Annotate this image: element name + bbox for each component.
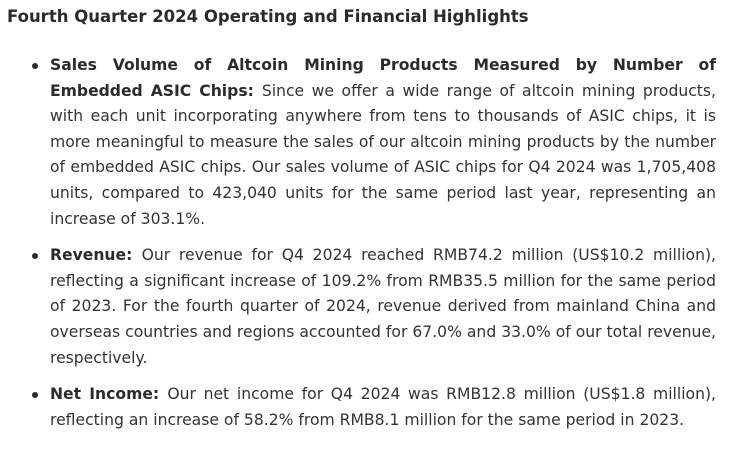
highlight-term: Sales Volume of Altcoin Mining Products …	[50, 56, 716, 100]
bullet-dot-icon	[32, 63, 38, 69]
highlight-sales-volume: Sales Volume of Altcoin Mining Products …	[32, 53, 716, 232]
highlight-term: Revenue:	[50, 246, 142, 265]
highlight-net-income: Net Income: Our net income for Q4 2024 w…	[32, 382, 716, 433]
bullet-dot-icon	[32, 392, 38, 399]
section-heading: Fourth Quarter 2024 Operating and Financ…	[7, 7, 529, 26]
highlight-text: Our net income for Q4 2024 was RMB12.8 m…	[50, 385, 716, 429]
highlight-revenue: Revenue: Our revenue for Q4 2024 reached…	[32, 243, 716, 371]
highlight-text: Our revenue for Q4 2024 reached RMB74.2 …	[50, 246, 716, 367]
highlight-term: Net Income:	[50, 385, 168, 404]
bullet-dot-icon	[32, 253, 38, 260]
highlight-text: Since we offer a wide range of altcoin m…	[50, 81, 716, 228]
highlights-list: Sales Volume of Altcoin Mining Products …	[0, 53, 740, 433]
